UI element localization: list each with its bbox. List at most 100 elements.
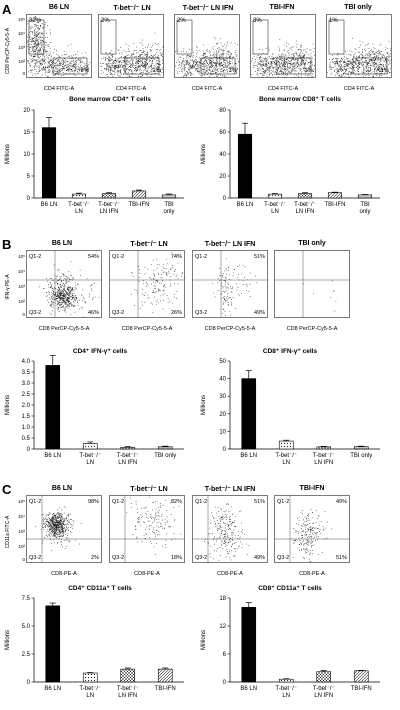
event-dot [296, 58, 297, 60]
event-dot [40, 52, 42, 54]
event-dot [80, 275, 81, 276]
event-dot [139, 54, 141, 56]
event-dot [284, 60, 285, 62]
event-dot [284, 66, 285, 68]
event-dot [293, 55, 295, 57]
event-dot [230, 288, 232, 290]
event-dot [35, 40, 36, 42]
event-dot [122, 66, 123, 68]
event-dot [34, 56, 35, 57]
event-dot [335, 74, 336, 76]
event-dot [60, 62, 62, 64]
event-dot [386, 48, 388, 49]
event-dot [284, 44, 286, 46]
event-dot [350, 54, 351, 56]
event-dot [38, 43, 40, 45]
event-dot [86, 278, 88, 280]
event-dot [190, 71, 191, 73]
event-dot [71, 289, 73, 290]
event-dot [250, 296, 251, 297]
event-dot [295, 70, 297, 72]
event-dot [253, 65, 254, 66]
event-dot [359, 55, 360, 57]
event-dot [32, 41, 34, 42]
event-dot [38, 71, 39, 73]
event-dot [365, 50, 366, 52]
event-dot [65, 276, 67, 277]
event-dot [274, 62, 275, 63]
facs-title: TBI only [344, 4, 372, 11]
event-dot [157, 67, 159, 68]
event-dot [53, 60, 55, 61]
event-dot [198, 71, 200, 73]
event-dot [47, 521, 49, 523]
event-dot [199, 57, 201, 59]
event-dot [54, 531, 55, 533]
event-dot [45, 67, 47, 69]
event-dot [372, 60, 374, 61]
event-dot [73, 73, 74, 74]
event-dot [289, 67, 291, 68]
event-dot [57, 283, 59, 284]
event-dot [370, 54, 371, 55]
event-dot [215, 59, 217, 61]
event-dot [57, 301, 59, 303]
event-dot [279, 62, 280, 64]
event-dot [307, 70, 308, 72]
event-dot [60, 535, 61, 537]
event-dot [55, 302, 57, 304]
event-dot [162, 56, 163, 58]
event-dot [47, 72, 49, 74]
event-dot [333, 58, 334, 59]
event-dot [176, 62, 177, 63]
event-dot [294, 64, 296, 66]
event-dot [50, 64, 51, 65]
event-dot [64, 301, 66, 303]
event-dot [133, 67, 134, 68]
event-dot [219, 56, 221, 58]
event-dot [146, 281, 147, 283]
event-dot [307, 75, 309, 77]
event-dot [298, 49, 299, 50]
event-dot [58, 288, 60, 289]
event-dot [231, 301, 232, 303]
event-dot [363, 64, 364, 66]
event-dot [279, 66, 281, 68]
event-dot [196, 63, 198, 65]
event-dot [61, 287, 62, 288]
event-dot [291, 64, 292, 65]
event-dot [184, 70, 185, 72]
event-dot [224, 62, 225, 63]
event-dot [44, 63, 45, 65]
event-dot [58, 304, 60, 306]
event-dot [38, 49, 40, 50]
event-dot [375, 61, 377, 63]
x-tick-label: T-bet⁻/⁻ [264, 202, 286, 208]
event-dot [77, 283, 78, 285]
event-dot [197, 61, 198, 62]
event-dot [376, 55, 377, 56]
event-dot [87, 66, 89, 67]
event-dot [65, 533, 66, 535]
event-dot [166, 274, 168, 275]
event-dot [366, 60, 367, 62]
event-dot [280, 70, 281, 72]
event-dot [67, 69, 68, 70]
event-dot [101, 70, 102, 71]
event-dot [288, 50, 290, 51]
event-dot [366, 64, 368, 66]
event-dot [65, 295, 66, 296]
event-dot [54, 533, 55, 534]
event-dot [173, 293, 175, 295]
event-dot [108, 60, 109, 62]
event-dot [119, 64, 121, 66]
event-dot [91, 284, 92, 286]
event-dot [51, 521, 53, 523]
event-dot [68, 515, 69, 517]
event-dot [284, 65, 285, 67]
event-dot [221, 49, 222, 51]
event-dot [195, 68, 196, 69]
event-dot [265, 65, 267, 67]
event-dot [363, 68, 365, 69]
event-dot [71, 55, 72, 57]
